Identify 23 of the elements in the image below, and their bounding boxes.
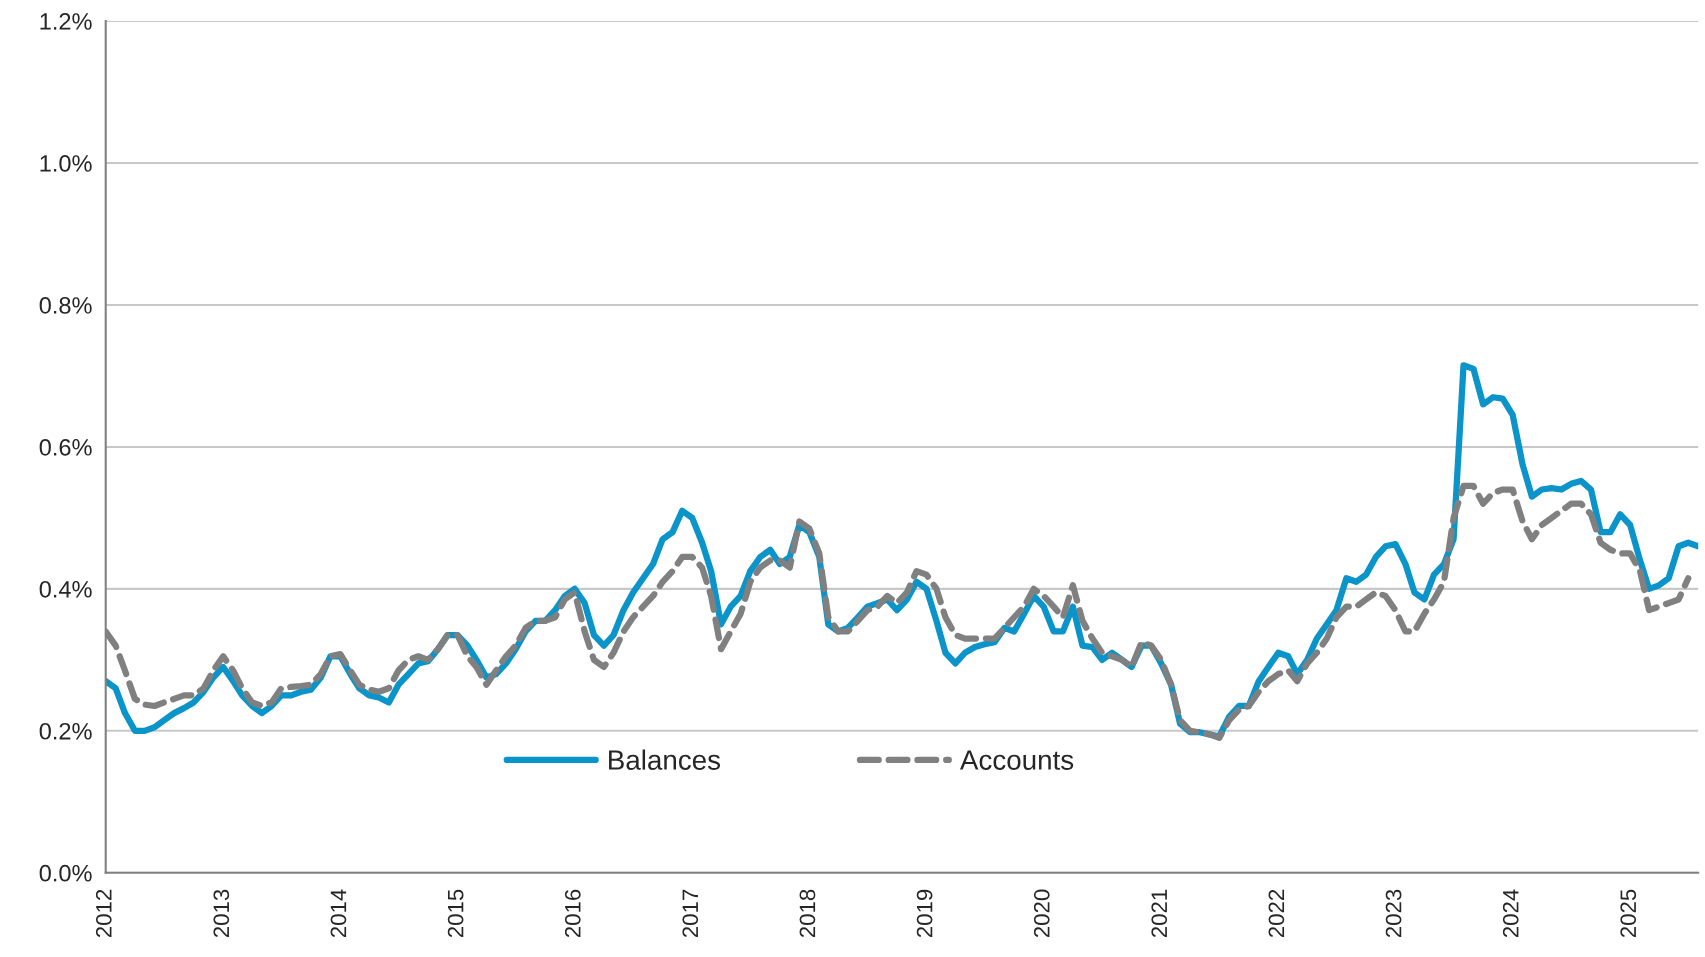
x-tick-label: 2021 <box>1151 889 1168 938</box>
x-tick-label: 2014 <box>330 889 347 938</box>
y-tick-label: 0.8% <box>39 297 92 314</box>
y-tick-label: 0.6% <box>39 438 92 456</box>
x-tick-label: 2024 <box>1502 889 1519 938</box>
x-tick-label: 2015 <box>447 889 464 938</box>
y-tick-label: 0.4% <box>39 580 92 598</box>
x-tick-label: 2016 <box>564 889 581 938</box>
y-tick-label: 0.0% <box>39 864 92 882</box>
x-tick-label: 2019 <box>916 889 933 938</box>
x-tick-label: 2012 <box>95 889 112 938</box>
y-tick-label: 1.2% <box>40 13 92 30</box>
x-tick-label: 2023 <box>1385 889 1402 938</box>
x-tick-label: 2022 <box>1268 889 1285 938</box>
x-tick-label: 2013 <box>213 889 230 938</box>
x-tick-label: 2025 <box>1620 889 1637 938</box>
x-tick-label: 2017 <box>682 889 699 938</box>
y-tick-label: 0.2% <box>39 722 92 740</box>
x-tick-label: 2018 <box>799 889 816 938</box>
legend-label: Accounts <box>959 750 1074 770</box>
legend-label: Balances <box>609 749 721 770</box>
y-tick-label: 1.0% <box>40 155 92 172</box>
x-tick-label: 2020 <box>1033 889 1050 938</box>
